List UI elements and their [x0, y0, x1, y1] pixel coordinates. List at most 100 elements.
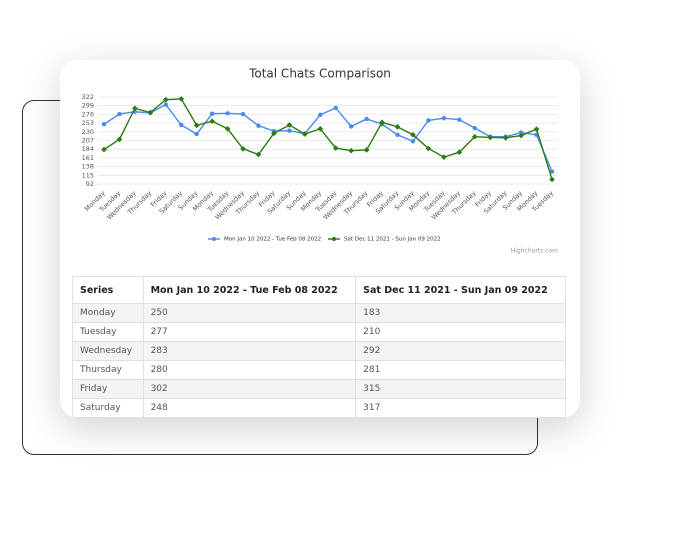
table-row: Monday 250 183 [72, 303, 566, 323]
point-marker [410, 139, 416, 144]
header-cell: Series [72, 276, 144, 304]
table-row: Saturday 248 317 [72, 398, 566, 418]
point-marker [333, 105, 338, 111]
point-marker [271, 130, 277, 137]
point-marker [287, 128, 292, 133]
point-marker [456, 149, 463, 156]
table-row: Friday 302 315 [72, 379, 566, 399]
table-cell: Saturday [72, 398, 144, 418]
table-row: Sunday224247 [72, 417, 566, 418]
point-marker [502, 135, 509, 141]
point-marker [332, 145, 339, 151]
point-marker [224, 125, 231, 132]
table-cell: Monday [72, 303, 144, 323]
point-marker [132, 105, 138, 112]
point-marker [348, 124, 354, 129]
table-cell: 247 [355, 417, 566, 418]
y-tick-label: 322 [82, 93, 94, 101]
point-marker [163, 102, 168, 107]
y-tick-label: 184 [82, 145, 94, 153]
table-cell: 315 [355, 379, 566, 399]
table-cell: 302 [142, 379, 357, 399]
table-row: Wednesday 283 292 [72, 341, 566, 361]
point-marker [472, 125, 477, 131]
y-tick-label: 115 [82, 171, 94, 179]
point-marker [194, 131, 199, 137]
point-marker [533, 126, 540, 132]
point-marker [549, 169, 555, 174]
point-marker [318, 112, 323, 117]
legend-marker [212, 237, 216, 241]
point-marker [425, 145, 432, 152]
header-cell: Mon Jan 10 2022 - Tue Feb 08 2022 [142, 276, 357, 304]
point-marker [301, 131, 308, 137]
point-marker [457, 117, 462, 122]
point-marker [549, 176, 555, 183]
chart: Total Chats Comparison Highcharts.com 92… [82, 67, 559, 255]
y-tick-label: 138 [82, 163, 94, 171]
point-marker [255, 151, 262, 158]
chart-title: Total Chats Comparison [248, 67, 391, 81]
table-cell: 183 [355, 303, 566, 323]
chart-card: Total Chats Comparison Highcharts.com 92… [60, 60, 580, 418]
point-marker [364, 116, 369, 122]
point-marker [410, 131, 416, 138]
table-row: Tuesday 277 210 [72, 322, 566, 342]
y-tick-label: 207 [82, 137, 94, 145]
table-header-row: Series Mon Jan 10 2022 - Tue Feb 08 2022 S… [72, 276, 566, 304]
series-line [103, 103, 553, 172]
point-marker [379, 119, 385, 126]
table-cell: Sunday [72, 417, 144, 418]
point-marker [518, 130, 524, 135]
table-cell: Thursday [72, 360, 144, 380]
header-cell: Sat Dec 11 2021 - Sun Jan 09 2022 [355, 276, 566, 304]
point-marker [348, 147, 355, 154]
point-marker [518, 132, 524, 139]
y-tick-label: 299 [82, 102, 94, 110]
legend-label: Sat Dec 11 2021 - Sun Jan 09 2022 [344, 237, 441, 243]
legend-marker [332, 237, 336, 241]
point-marker [441, 115, 447, 121]
point-marker [394, 124, 401, 130]
y-tick-label: 276 [82, 110, 94, 118]
table-cell: 283 [142, 341, 357, 361]
table-cell: 281 [355, 360, 566, 380]
table-cell: 248 [142, 398, 357, 418]
point-marker [101, 122, 107, 127]
legend-label: Mon Jan 10 2022 - Tue Feb 08 2022 [224, 237, 321, 243]
table-cell: 292 [355, 341, 566, 361]
point-marker [240, 145, 246, 152]
point-marker [395, 132, 400, 138]
table-cell: Friday [72, 379, 144, 399]
table-cell: 277 [142, 322, 357, 342]
point-marker [117, 111, 122, 117]
credit: Highcharts.com [511, 248, 558, 255]
table-cell: 210 [355, 322, 566, 342]
table-cell: 280 [142, 360, 357, 380]
point-marker [487, 134, 494, 141]
point-marker [363, 147, 370, 153]
point-marker [209, 111, 215, 116]
data-table: Series Mon Jan 10 2022 - Tue Feb 08 2022 S… [72, 276, 566, 418]
y-tick-label: 161 [82, 154, 94, 162]
table-cell: 317 [355, 398, 566, 418]
point-marker [179, 122, 184, 128]
table-cell: 250 [142, 303, 357, 323]
point-marker [116, 136, 123, 143]
point-marker [256, 123, 261, 128]
point-marker [471, 133, 478, 140]
point-marker [240, 111, 246, 117]
point-marker [193, 122, 200, 129]
y-tick-label: 230 [82, 128, 94, 136]
point-marker [426, 118, 431, 123]
y-tick-label: 253 [82, 119, 94, 127]
point-marker [441, 154, 447, 160]
table-row: Thursday 280 281 [72, 360, 566, 380]
point-marker [317, 125, 324, 132]
table-cell: Wednesday [72, 341, 144, 361]
table-cell: 224 [142, 417, 357, 418]
y-tick-label: 92 [86, 180, 94, 188]
point-marker [225, 111, 230, 116]
table-cell: Tuesday [72, 322, 144, 342]
